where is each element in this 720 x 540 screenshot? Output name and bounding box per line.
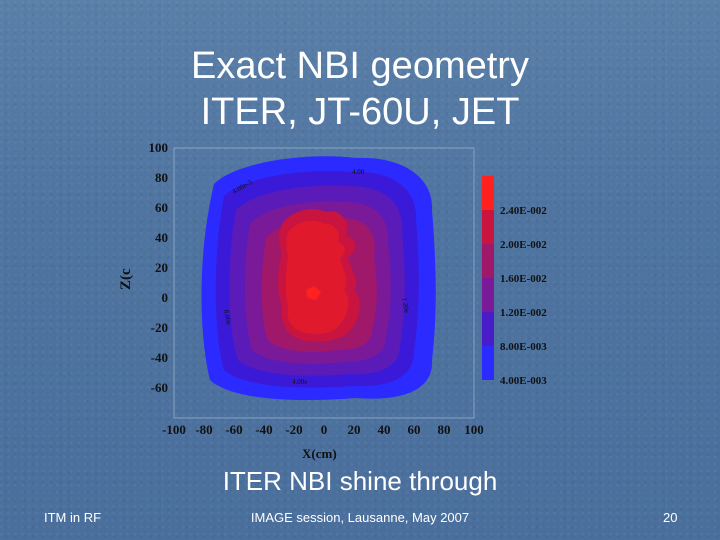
contour-plot: 4.00e-3 4.00 1.20e 8.00e 4.00e 2.40E-002… xyxy=(116,140,606,470)
contour-peak xyxy=(306,286,321,300)
colorbar-label: 2.00E-002 xyxy=(500,239,547,251)
y-tick-label: 60 xyxy=(155,200,168,215)
contour-label: 4.00 xyxy=(352,168,365,176)
y-tick-label: 20 xyxy=(155,260,168,275)
colorbar-label: 2.40E-002 xyxy=(500,205,547,217)
slide-number: 20 xyxy=(663,510,678,525)
colorbar-labels: 2.40E-002 2.00E-002 1.60E-002 1.20E-002 8.00… xyxy=(500,205,547,387)
contour-level-7 xyxy=(285,220,349,334)
x-tick-label: -20 xyxy=(285,422,302,437)
colorbar-label: 8.00E-003 xyxy=(500,341,547,353)
y-tick-label: 80 xyxy=(155,170,168,185)
y-axis-ticks: 100 80 60 40 20 0 -20 -40 -60 xyxy=(149,140,169,395)
colorbar-label: 4.00E-003 xyxy=(500,375,547,387)
title-line-2: ITER, JT-60U, JET xyxy=(200,91,520,133)
footer-center: IMAGE session, Lausanne, May 2007 xyxy=(250,510,470,525)
x-tick-label: -40 xyxy=(255,422,272,437)
x-axis-label: X(cm) xyxy=(302,446,337,461)
y-tick-label: -40 xyxy=(151,350,168,365)
x-tick-label: -100 xyxy=(162,422,186,437)
y-tick-label: 100 xyxy=(149,140,169,155)
slide-title: Exact NBI geometry ITER, JT-60U, JET xyxy=(0,43,720,135)
x-tick-label: 60 xyxy=(408,422,421,437)
caption: ITER NBI shine through xyxy=(222,466,498,496)
y-axis-label: Z(c xyxy=(118,268,134,290)
contour-label: 1.20e xyxy=(400,297,411,314)
x-tick-label: 80 xyxy=(438,422,451,437)
footer-left: ITM in RF xyxy=(44,510,102,525)
contour-label: 8.00e xyxy=(222,309,233,326)
colorbar-swatch xyxy=(482,278,494,312)
plot-frame xyxy=(173,147,475,419)
contour-plot-svg: 4.00e-3 4.00 1.20e 8.00e 4.00e 2.40E-002… xyxy=(118,140,547,461)
colorbar-swatch xyxy=(482,346,494,380)
colorbar-label: 1.20E-002 xyxy=(500,307,547,319)
x-tick-label: 20 xyxy=(348,422,361,437)
x-tick-label: -60 xyxy=(225,422,242,437)
colorbar-swatch xyxy=(482,176,494,210)
colorbar-swatch xyxy=(482,312,494,346)
title-line-1: Exact NBI geometry xyxy=(191,45,529,87)
colorbar-swatch xyxy=(482,210,494,244)
colorbar-label: 1.60E-002 xyxy=(500,273,547,285)
colorbar xyxy=(482,176,494,380)
contour-label: 4.00e xyxy=(292,378,307,386)
colorbar-swatch xyxy=(482,244,494,278)
x-tick-label: -80 xyxy=(195,422,212,437)
y-tick-label: 40 xyxy=(155,230,168,245)
y-tick-label: -20 xyxy=(151,320,168,335)
x-tick-label: 40 xyxy=(378,422,391,437)
x-axis-ticks: -100 -80 -60 -40 -20 0 20 40 60 80 100 xyxy=(162,422,484,437)
y-tick-label: -60 xyxy=(151,380,168,395)
x-tick-label: 100 xyxy=(464,422,484,437)
y-tick-label: 0 xyxy=(162,290,169,305)
x-tick-label: 0 xyxy=(321,422,328,437)
